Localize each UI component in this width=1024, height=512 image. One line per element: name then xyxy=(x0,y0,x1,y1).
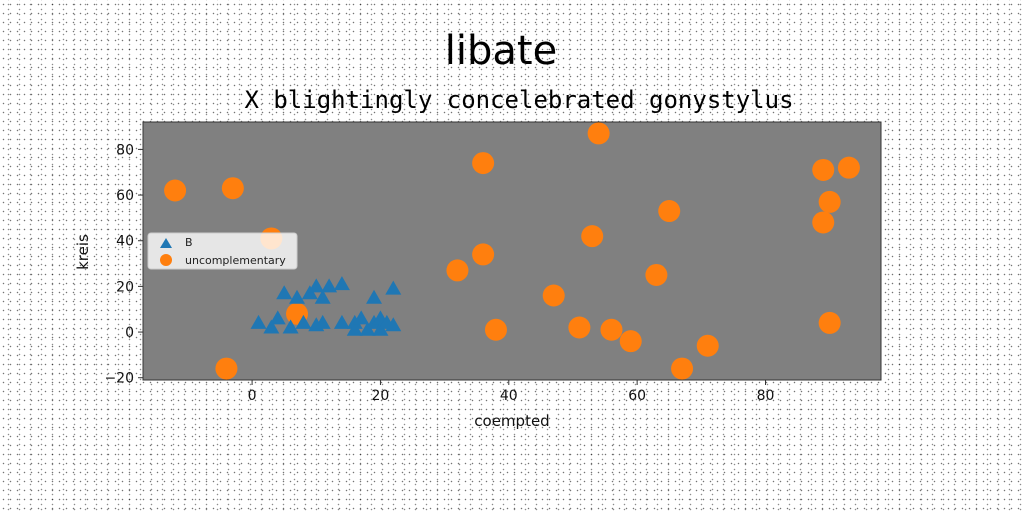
data-point-b xyxy=(263,319,280,334)
series-b xyxy=(250,276,402,336)
data-point-uncomplementary xyxy=(812,158,835,181)
data-point-uncomplementary xyxy=(818,311,841,334)
data-point-uncomplementary xyxy=(215,357,238,380)
data-point-uncomplementary xyxy=(472,243,495,266)
data-point-b xyxy=(314,289,331,304)
data-point-uncomplementary xyxy=(484,318,507,341)
data-point-uncomplementary xyxy=(619,330,642,353)
data-point-uncomplementary xyxy=(671,357,694,380)
data-point-b xyxy=(308,278,325,293)
data-point-b xyxy=(250,314,267,329)
chart-title: libate xyxy=(445,28,557,74)
x-tick-label: 80 xyxy=(757,388,775,404)
y-axis-label: kreis xyxy=(74,234,92,270)
data-point-uncomplementary xyxy=(568,316,591,339)
data-point-b xyxy=(276,285,293,300)
x-tick-label: 40 xyxy=(500,388,518,404)
data-point-b xyxy=(321,278,338,293)
data-point-uncomplementary xyxy=(818,190,841,213)
y-tick-label: 60 xyxy=(116,188,134,204)
y-tick-label: 20 xyxy=(116,279,134,295)
data-point-b xyxy=(269,310,286,325)
x-axis: 0 20 40 60 80 xyxy=(248,380,775,404)
data-point-b xyxy=(366,289,383,304)
series-uncomplementary xyxy=(164,122,860,380)
x-tick-label: 60 xyxy=(628,388,646,404)
data-point-b xyxy=(353,310,370,325)
legend-marker-b xyxy=(160,238,172,248)
data-point-uncomplementary xyxy=(696,334,719,357)
data-point-b xyxy=(314,314,331,329)
y-tick-label: 80 xyxy=(116,142,134,158)
legend-label-uncomplementary: uncomplementary xyxy=(185,254,286,267)
data-point-b xyxy=(333,314,350,329)
legend-box xyxy=(147,232,298,270)
data-point-uncomplementary xyxy=(542,284,565,307)
data-point-b xyxy=(385,317,402,332)
data-point-uncomplementary xyxy=(658,200,681,223)
x-tick-label: 0 xyxy=(248,388,257,404)
x-tick-label: 20 xyxy=(372,388,390,404)
y-axis: −20 0 20 40 60 80 xyxy=(104,142,143,387)
legend-label-b: B xyxy=(185,236,193,249)
data-point-uncomplementary xyxy=(812,211,835,234)
data-point-uncomplementary xyxy=(600,318,623,341)
y-tick-label: −20 xyxy=(104,371,134,387)
data-point-b xyxy=(295,314,312,329)
x-axis-label: coempted xyxy=(474,412,549,430)
data-point-b xyxy=(346,321,363,336)
data-point-uncomplementary xyxy=(581,225,604,248)
data-point-uncomplementary xyxy=(837,156,860,179)
data-point-b xyxy=(289,289,306,304)
legend: B uncomplementary xyxy=(147,232,298,270)
data-point-uncomplementary xyxy=(472,152,495,175)
data-point-b xyxy=(282,319,299,334)
data-point-uncomplementary xyxy=(164,179,187,202)
data-point-b xyxy=(385,280,402,295)
data-point-uncomplementary xyxy=(446,259,469,282)
data-point-uncomplementary xyxy=(587,122,610,145)
chart-subtitle: X blightingly concelebrated gonystylus xyxy=(244,86,793,114)
y-tick-label: 0 xyxy=(125,325,134,341)
y-tick-label: 40 xyxy=(116,234,134,250)
legend-marker-uncomplementary xyxy=(160,254,172,266)
data-point-uncomplementary xyxy=(221,177,244,200)
data-point-uncomplementary xyxy=(645,263,668,286)
data-point-b xyxy=(333,276,350,291)
